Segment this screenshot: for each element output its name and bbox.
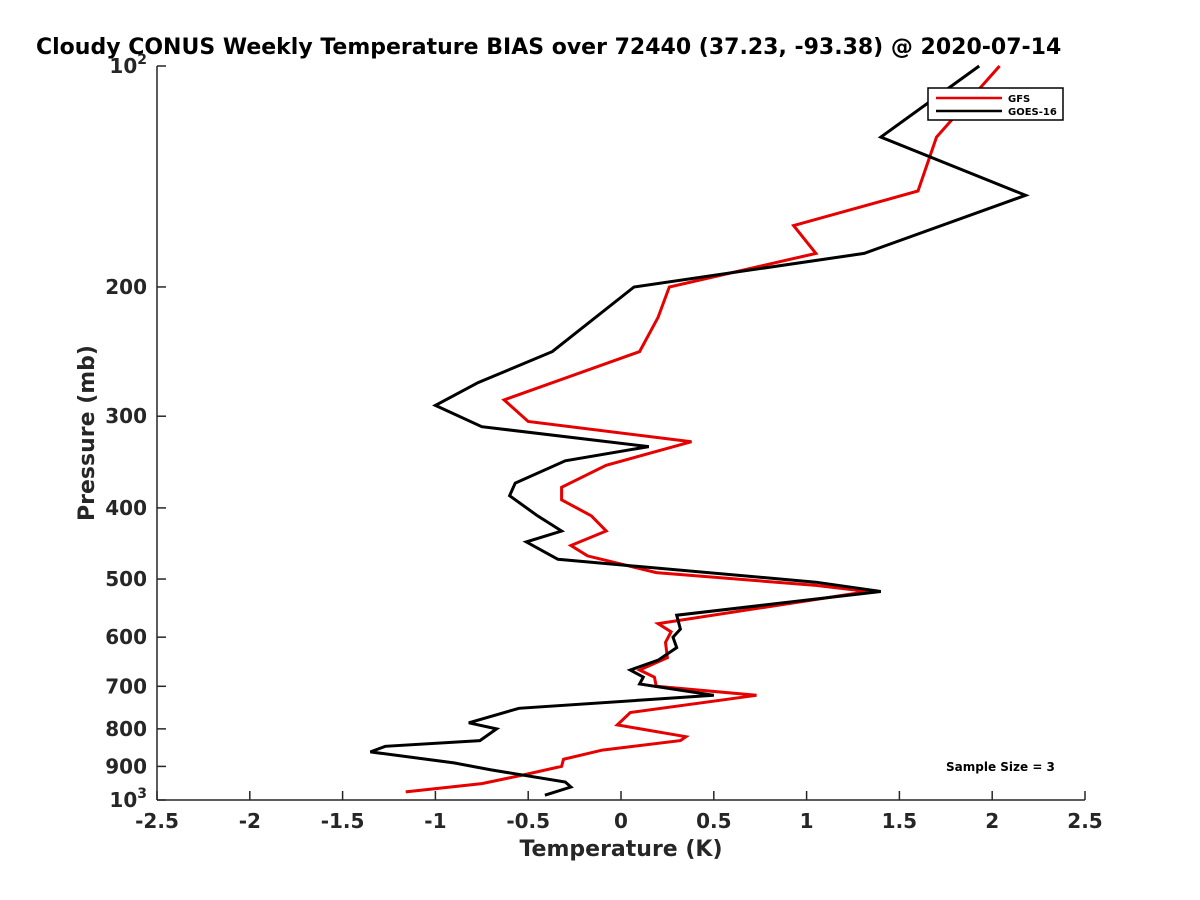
y-tick-label: 300 [105, 404, 147, 428]
y-axis-label: Pressure (mb) [75, 345, 100, 521]
x-tick-label: -1.5 [321, 809, 365, 833]
y-tick-exponent: 2 [137, 52, 147, 68]
x-tick-label: 0.5 [696, 809, 731, 833]
y-tick-label: 600 [105, 625, 147, 649]
x-tick-label: 1.5 [882, 809, 917, 833]
x-ticks: -2.5 -2 -1.5 -1 -0.5 0 0.5 1 1.5 2 2.5 [135, 791, 1103, 833]
x-tick-label: -2 [239, 809, 261, 833]
y-tick-base: 10 [109, 788, 137, 812]
y-tick-label-power: 102 [109, 52, 147, 78]
x-tick-label: 2.5 [1067, 809, 1102, 833]
series-line-gfs [405, 65, 1001, 794]
x-tick-label: 2 [985, 809, 999, 833]
x-tick-label: 0 [614, 809, 628, 833]
legend: GFS GOES-16 [927, 87, 1064, 121]
chart-title: Cloudy CONUS Weekly Temperature BIAS ove… [36, 35, 1061, 60]
x-axis-label: Temperature (K) [519, 837, 722, 862]
sample-size-annotation: Sample Size = 3 [946, 760, 1055, 774]
y-tick-label: 400 [105, 496, 147, 520]
y-tick-label: 200 [105, 275, 147, 299]
x-tick-label: -2.5 [135, 809, 179, 833]
y-tick-label: 800 [105, 717, 147, 741]
series-line-goes-16 [369, 64, 1030, 797]
y-tick-label-power: 103 [109, 786, 147, 812]
y-tick-label: 500 [105, 567, 147, 591]
legend-box [927, 87, 1064, 121]
y-tick-exponent: 3 [137, 786, 147, 802]
x-tick-label: -1 [424, 809, 446, 833]
y-tick-label: 900 [105, 754, 147, 778]
y-tick-base: 10 [109, 54, 137, 78]
legend-label: GOES-16 [1008, 107, 1057, 118]
legend-label: GFS [1008, 94, 1030, 105]
series-lines [369, 64, 1030, 797]
plot-area: -2.5 -2 -1.5 -1 -0.5 0 0.5 1 1.5 2 2.5 200 300 400 50… [105, 52, 1102, 833]
x-tick-label: -0.5 [506, 809, 550, 833]
y-tick-label: 700 [105, 674, 147, 698]
x-tick-label: 1 [800, 809, 814, 833]
